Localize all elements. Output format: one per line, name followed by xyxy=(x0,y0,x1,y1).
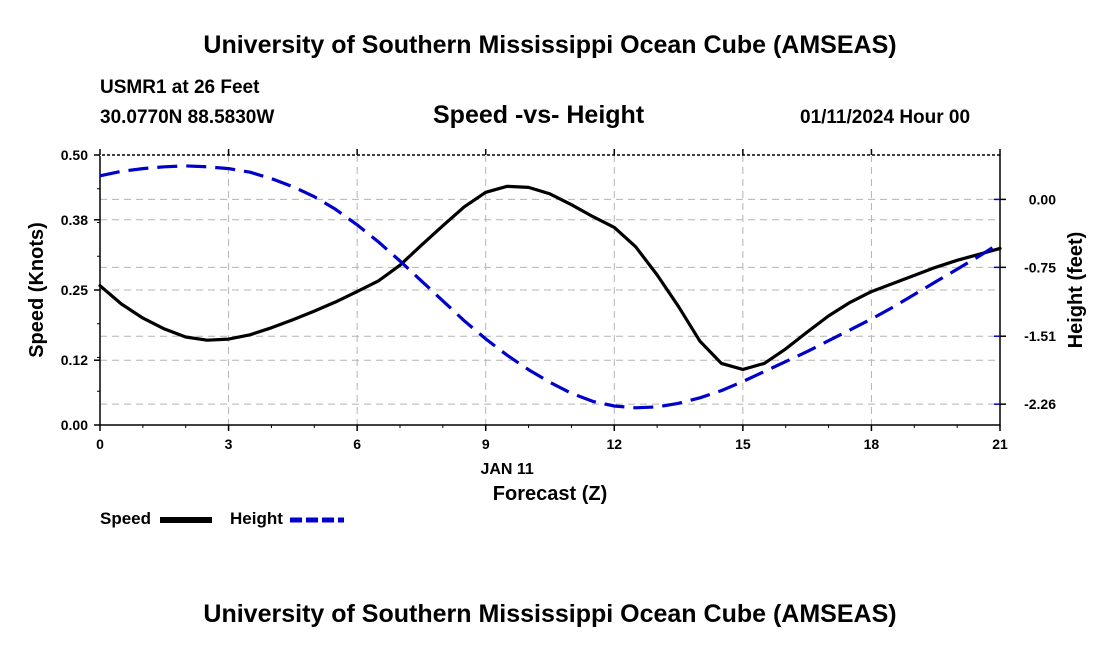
legend-height-label: Height xyxy=(230,509,283,528)
y-axis-left-label: Speed (Knots) xyxy=(26,222,48,358)
x-tick-label: 9 xyxy=(482,436,490,452)
y-right-tick-label: -2.26 xyxy=(1024,396,1056,412)
forecast-datetime: 01/11/2024 Hour 00 xyxy=(800,107,971,128)
y-left-tick-label: 0.12 xyxy=(61,352,88,368)
y-left-tick-label: 0.38 xyxy=(61,212,88,228)
x-tick-label: 6 xyxy=(353,436,361,452)
station-coordinates: 30.0770N 88.5830W xyxy=(100,107,275,128)
y-left-tick-label: 0.50 xyxy=(61,147,88,163)
footer-title: University of Southern Mississippi Ocean… xyxy=(203,600,897,628)
y-left-tick-label: 0.25 xyxy=(61,282,88,298)
y-right-tick-label: 0.00 xyxy=(1029,191,1056,207)
x-tick-label: 21 xyxy=(992,436,1008,452)
x-axis-label: Forecast (Z) xyxy=(493,483,607,505)
station-label: USMR1 at 26 Feet xyxy=(100,77,260,98)
x-tick-label: 0 xyxy=(96,436,104,452)
legend-speed-swatch xyxy=(160,517,212,523)
y-right-tick-label: -1.51 xyxy=(1024,328,1056,344)
x-tick-label: 12 xyxy=(606,436,622,452)
y-axis-right-label: Height (feet) xyxy=(1065,232,1087,349)
x-tick-label: 15 xyxy=(735,436,751,452)
series-line-speed xyxy=(98,184,1002,371)
axis-ticks: 0 3 6 9 12 15 18 21 0.00 0.12 0.25 0.38 0.50 0.00 -0.7… xyxy=(61,147,1056,452)
legend-speed-label: Speed xyxy=(100,509,152,528)
legend-height-swatch xyxy=(290,517,344,523)
chart-title: Speed -vs- Height xyxy=(433,101,645,129)
x-tick-label: 18 xyxy=(864,436,880,452)
y-right-tick-label: -0.75 xyxy=(1024,259,1056,275)
y-left-tick-label: 0.00 xyxy=(61,417,88,433)
x-axis-date-label: JAN 11 xyxy=(480,461,533,478)
x-tick-label: 3 xyxy=(225,436,233,452)
page-title: University of Southern Mississippi Ocean… xyxy=(203,31,897,59)
series-line-height xyxy=(99,164,1001,410)
series xyxy=(98,164,1002,410)
